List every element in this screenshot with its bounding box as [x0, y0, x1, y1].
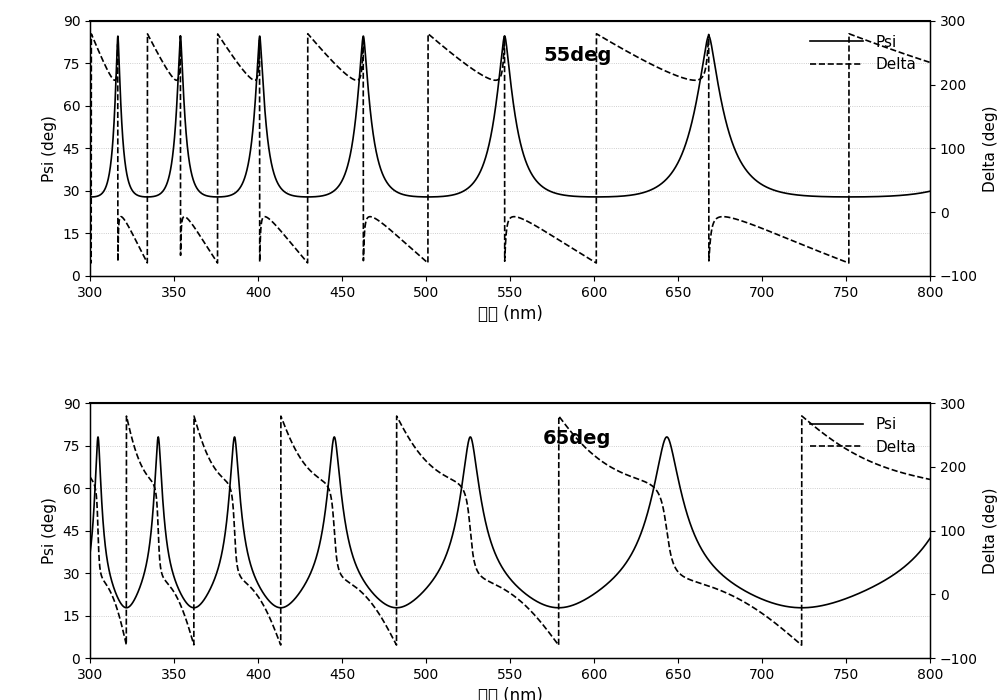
Delta [588, 451, 600, 459]
Psi [237, 518, 249, 526]
Legend: Psi, Delta: Psi, Delta [804, 411, 922, 461]
Psi [924, 187, 936, 195]
Psi [630, 190, 642, 199]
Delta [775, 232, 787, 240]
Text: 55deg: 55deg [543, 46, 611, 66]
Y-axis label: Psi (deg): Psi (deg) [42, 115, 57, 182]
Delta [796, 412, 808, 420]
Line: Delta: Delta [90, 34, 930, 263]
Psi [588, 193, 600, 201]
Psi [237, 179, 249, 188]
Delta [588, 258, 600, 266]
Psi [796, 603, 808, 612]
Delta [302, 29, 314, 38]
Psi [591, 193, 603, 201]
Psi [84, 550, 96, 558]
Psi [84, 193, 96, 201]
Delta [237, 65, 249, 74]
Psi [405, 598, 417, 607]
Line: Psi: Psi [90, 437, 930, 608]
Line: Delta: Delta [90, 416, 930, 645]
Psi [229, 433, 241, 441]
Delta [631, 52, 643, 61]
Psi [588, 590, 600, 598]
Psi [775, 601, 787, 610]
Delta [405, 438, 417, 446]
Y-axis label: Delta (deg): Delta (deg) [983, 105, 998, 192]
Delta [405, 244, 417, 253]
Psi [711, 74, 723, 83]
Psi [405, 192, 417, 200]
Delta [711, 214, 723, 223]
Delta [924, 475, 936, 484]
Psi [775, 188, 787, 197]
Legend: Psi, Delta: Psi, Delta [804, 29, 922, 78]
Psi [703, 32, 715, 41]
Y-axis label: Delta (deg): Delta (deg) [983, 487, 998, 574]
Delta [212, 259, 224, 267]
Delta [630, 475, 642, 483]
Psi [924, 534, 936, 542]
Delta [237, 575, 249, 584]
Delta [553, 641, 565, 650]
X-axis label: 波长 (nm): 波长 (nm) [478, 305, 542, 323]
Delta [924, 58, 936, 66]
Delta [84, 473, 96, 481]
Delta [775, 624, 787, 632]
X-axis label: 波长 (nm): 波长 (nm) [478, 687, 542, 700]
Delta [84, 256, 96, 265]
Psi [630, 540, 642, 549]
Text: 65deg: 65deg [543, 428, 611, 448]
Delta [711, 584, 723, 593]
Y-axis label: Psi (deg): Psi (deg) [42, 497, 57, 564]
Line: Psi: Psi [90, 36, 930, 197]
Psi [711, 566, 723, 574]
